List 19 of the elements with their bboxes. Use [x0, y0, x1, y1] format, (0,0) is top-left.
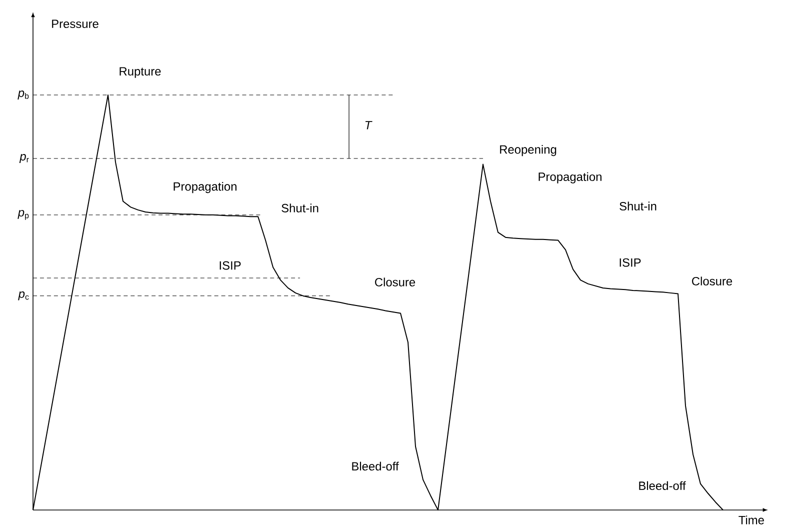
ref-line-label: p$_{b}$	[18, 90, 29, 100]
annotation: Propagation	[174, 182, 236, 194]
annotation: Reopening	[500, 144, 556, 156]
annotation: Shut-in	[282, 204, 318, 212]
annotation: T	[365, 121, 372, 130]
annotation: ISIP	[620, 258, 641, 267]
annotation: Bleed-off	[639, 481, 686, 490]
ref-line-label: p$_{p}$	[18, 210, 29, 220]
annotation: Bleed-off	[352, 462, 399, 471]
annotation: Shut-in	[620, 202, 656, 210]
annotation: Closure	[692, 276, 732, 286]
annotation: ISIP	[220, 261, 241, 270]
text: Pressure	[52, 20, 98, 28]
ref-line-label: p$_{c}$	[18, 291, 29, 300]
x-axis-title: Time	[738, 516, 764, 524]
annotation: Closure	[375, 278, 416, 286]
ref-line-label: p$_{r}$	[19, 154, 29, 163]
annotation: Propagation	[538, 172, 602, 184]
text: Rupture	[120, 67, 161, 78]
